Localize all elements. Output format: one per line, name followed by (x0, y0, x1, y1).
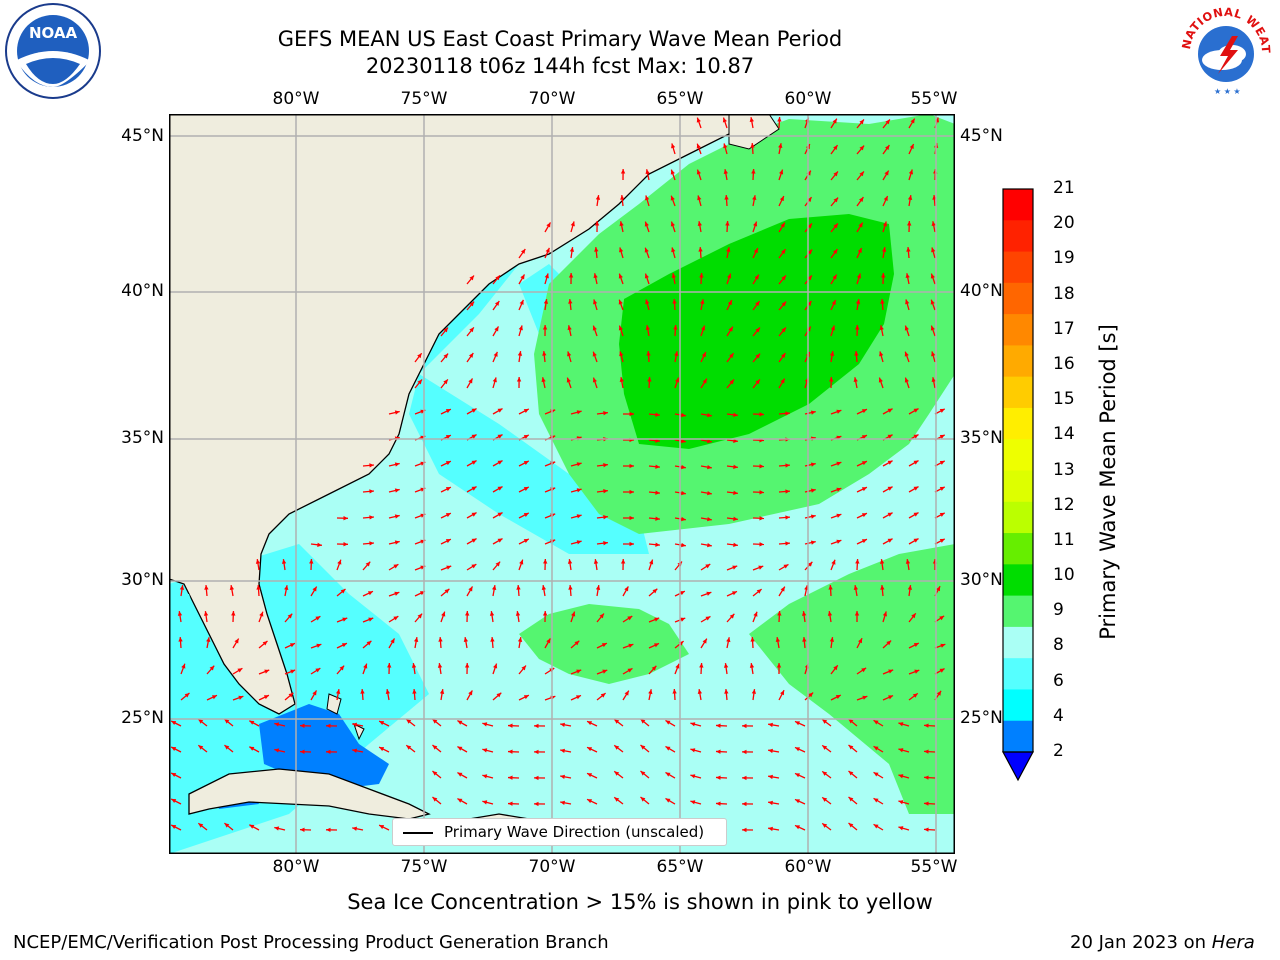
colorbar-segment (1003, 345, 1033, 378)
lon-tick-top: 70°W (528, 89, 576, 109)
lon-tick-bottom: 60°W (784, 857, 832, 877)
colorbar-segment (1003, 564, 1033, 597)
colorbar-segment (1003, 501, 1033, 534)
period-2-4-patch (259, 704, 389, 789)
colorbar-segment (1003, 189, 1033, 221)
wave-period-map (169, 114, 955, 854)
colorbar-tick-label: 8 (1053, 635, 1064, 656)
lon-tick-bottom: 55°W (910, 857, 958, 877)
lon-tick-bottom: 75°W (400, 857, 448, 877)
lon-tick-top: 60°W (784, 89, 832, 109)
colorbar-segment (1003, 407, 1033, 440)
map-frame (169, 114, 955, 854)
colorbar-tick-label: 2 (1053, 741, 1064, 761)
colorbar (1000, 186, 1036, 786)
colorbar-segment (1003, 689, 1033, 722)
lon-tick-top: 75°W (400, 89, 448, 109)
legend-line-icon (403, 832, 433, 834)
colorbar-tick-label: 10 (1053, 565, 1075, 586)
colorbar-tick-label: 12 (1053, 494, 1075, 515)
gulf-water (169, 594, 244, 754)
land-bahamas-2 (353, 723, 365, 741)
colorbar-tick-label: 16 (1053, 353, 1075, 374)
lat-tick-right: 35°N (960, 428, 1003, 448)
graticule (169, 114, 955, 854)
lat-tick-left: 30°N (121, 570, 164, 590)
lon-tick-bottom: 70°W (528, 857, 576, 877)
lon-tick-top: 65°W (656, 89, 704, 109)
colorbar-tick-label: 15 (1053, 389, 1075, 410)
lat-tick-left: 40°N (121, 281, 164, 301)
lon-tick-bottom: 65°W (656, 857, 704, 877)
colorbar-axis-label-wrap: Primary Wave Mean Period [s] (1096, 324, 1120, 640)
colorbar-tick-label: 14 (1053, 424, 1075, 445)
footer-host: Hera (1211, 932, 1255, 953)
lat-tick-right: 45°N (960, 126, 1003, 146)
period-9-10-region-east (749, 544, 955, 814)
map-legend: Primary Wave Direction (unscaled) (392, 818, 727, 846)
colorbar-tick-label: 9 (1053, 600, 1064, 621)
lat-tick-right: 25°N (960, 708, 1003, 728)
footer-right: 20 Jan 2023 on Hera (1070, 932, 1255, 953)
colorbar-segment (1003, 658, 1033, 690)
colorbar-tick-label: 11 (1053, 529, 1075, 550)
lat-tick-right: 30°N (960, 570, 1003, 590)
lat-tick-left: 45°N (121, 126, 164, 146)
lon-tick-top: 55°W (910, 89, 958, 109)
colorbar-tick-label: 4 (1053, 705, 1064, 726)
colorbar-segment (1003, 220, 1033, 253)
plot-subtitle: 20230118 t06z 144h fcst Max: 10.87 (365, 54, 755, 78)
colorbar-tick-label: 6 (1053, 670, 1064, 691)
plot-title: GEFS MEAN US East Coast Primary Wave Mea… (277, 27, 843, 51)
colorbar-tick-label: 13 (1053, 459, 1075, 480)
colorbar-segment (1003, 251, 1033, 284)
colorbar-segment (1003, 470, 1033, 503)
nws-logo-icon: NATIONAL WEATHER SERVICE ★ ★ ★ (1171, 0, 1276, 102)
colorbar-segment (1003, 282, 1033, 315)
sea-ice-caption: Sea Ice Concentration > 15% is shown in … (347, 890, 933, 914)
colorbar-tick-label: 19 (1053, 248, 1075, 269)
legend-text: Primary Wave Direction (unscaled) (444, 823, 705, 841)
noaa-logo-text: NOAA (29, 24, 78, 42)
footer-date: 20 Jan 2023 on (1070, 932, 1212, 953)
colorbar-tick-label: 20 (1053, 213, 1075, 234)
footer-left: NCEP/EMC/Verification Post Processing Pr… (13, 932, 609, 953)
svg-text:★ ★ ★: ★ ★ ★ (1214, 87, 1241, 96)
land-north-america (169, 114, 750, 715)
colorbar-tick-label: 17 (1053, 318, 1075, 339)
offshore-cyan (409, 374, 649, 554)
colorbar-segment (1003, 533, 1033, 565)
lon-tick-bottom: 80°W (272, 857, 320, 877)
colorbar-tick-label: 18 (1053, 283, 1075, 304)
colorbar-axis-label: Primary Wave Mean Period [s] (1096, 324, 1120, 640)
colorbar-segment (1003, 376, 1033, 409)
lat-tick-left: 25°N (121, 708, 164, 728)
colorbar-tick-label: 21 (1053, 178, 1075, 198)
colorbar-extend-triangle (1001, 751, 1035, 782)
lat-tick-right: 40°N (960, 281, 1003, 301)
land-nova-scotia (728, 114, 780, 150)
noaa-logo-icon: NOAA (4, 2, 102, 100)
colorbar-segment (1003, 314, 1033, 346)
lon-tick-top: 80°W (272, 89, 320, 109)
colorbar-segment (1003, 595, 1033, 628)
colorbar-segment (1003, 439, 1033, 471)
colorbar-segment (1003, 720, 1033, 753)
colorbar-segment (1003, 626, 1033, 659)
lat-tick-left: 35°N (121, 428, 164, 448)
